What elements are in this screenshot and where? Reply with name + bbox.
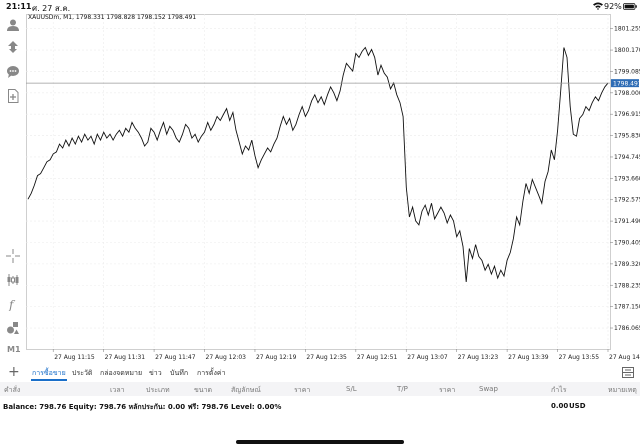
col-tp: T/P [397,385,408,393]
add-icon[interactable]: + [8,364,20,380]
active-tab-indicator [31,379,67,381]
tab-news[interactable]: ข่าว [149,369,162,377]
tab-trade[interactable]: การซื้อขาย [32,369,66,377]
timeframe-button[interactable]: M1 [7,345,21,354]
price-chart[interactable]: XAUUSDm, M1, 1798.331 1798.828 1798.152 … [26,14,640,366]
status-bar: 21:11 ศ. 27 ส.ค. 92% [0,0,640,14]
left-toolbar: f M1 [0,14,26,360]
y-tick-label: 1792.575 [614,197,640,204]
col-order: คำสั่ง [4,386,21,394]
y-tick-label: 1801.255 [614,26,640,33]
y-tick-label: 1787.150 [614,304,640,311]
crosshair-icon[interactable] [5,248,21,264]
balance-summary: Balance: 798.76 Equity: 798.76 หลักประกั… [3,403,282,411]
x-tick-label: 27 Aug 12:03 [206,354,247,361]
price-series-line [27,46,609,283]
home-indicator [236,440,404,444]
terminal-tabs: + การซื้อขาย ประวัติ กล่องจดหมาย ข่าว บั… [0,364,640,382]
y-tick-label: 1788.235 [614,282,640,289]
current-price-label: 1798.491 [613,80,640,87]
currency-label: USD [569,402,586,410]
col-time: เวลา [110,386,125,394]
x-tick-label: 27 Aug 11:15 [54,354,95,361]
quotes-arrows-icon[interactable] [5,39,21,55]
chat-icon[interactable] [5,64,21,80]
x-tick-label: 27 Aug 13:55 [559,354,600,361]
wifi-icon [593,2,603,12]
indicators-icon[interactable] [5,272,21,288]
y-tick-label: 1796.915 [614,111,640,118]
x-tick-label: 27 Aug 13:39 [508,354,549,361]
y-tick-label: 1791.490 [614,218,640,225]
x-tick-label: 27 Aug 12:35 [306,354,347,361]
split-view-icon[interactable] [622,367,634,380]
battery-percent: 92% [604,2,622,11]
chart-symbol-info: XAUUSDm, M1, 1798.331 1798.828 1798.152 … [28,14,197,21]
x-tick-label: 27 Aug 12:19 [256,354,297,361]
status-date: ศ. 27 ส.ค. [32,4,71,13]
shapes-icon[interactable] [5,320,21,336]
y-tick-label: 1798.000 [614,90,640,97]
tab-mailbox[interactable]: กล่องจดหมาย [100,369,143,377]
col-price-current: ราคา [439,386,456,394]
battery-icon [623,3,637,12]
y-tick-label: 1793.660 [614,175,640,182]
y-tick-label: 1799.085 [614,68,640,75]
svg-text:f: f [8,298,16,311]
balance-row[interactable]: Balance: 798.76 Equity: 798.76 หลักประกั… [0,398,640,414]
y-tick-label: 1789.320 [614,261,640,268]
x-tick-label: 27 Aug 12:51 [357,354,398,361]
x-tick-label: 27 Aug 11:47 [155,354,196,361]
y-tick-label: 1794.745 [614,154,640,161]
col-price: ราคา [294,386,311,394]
col-comment: หมายเหตุ [608,386,637,394]
x-tick-label: 27 Aug 13:23 [458,354,499,361]
col-sl: S/L [346,385,357,393]
user-icon[interactable] [5,17,21,33]
col-symbol: สัญลักษณ์ [231,386,261,394]
y-tick-label: 1786.065 [614,325,640,332]
col-profit: กำไร [551,386,567,394]
plot-frame [26,14,611,350]
tab-journal[interactable]: บันทึก [170,369,189,377]
total-profit: 0.00 [551,402,569,410]
col-volume: ขนาด [194,386,213,394]
col-type: ประเภท [146,386,170,394]
x-tick-label: 27 Aug 13:07 [407,354,448,361]
y-tick-label: 1800.170 [614,47,640,54]
x-tick-label: 27 Aug 11:31 [105,354,146,361]
function-icon[interactable]: f [5,296,21,312]
col-swap: Swap [479,385,498,393]
tab-settings[interactable]: การตั้งค่า [197,369,226,377]
tab-history[interactable]: ประวัติ [72,369,93,377]
y-tick-label: 1795.830 [614,133,640,140]
table-header: คำสั่ง เวลา ประเภท ขนาด สัญลักษณ์ ราคา S… [0,382,640,396]
x-tick-label: 27 Aug 14:11 [609,354,640,361]
chart-canvas[interactable]: 1801.255 1800.170 1799.085 1798.000 1796.915… [26,14,640,366]
y-tick-label: 1790.405 [614,239,640,246]
current-price-badge [611,79,639,88]
new-order-icon[interactable] [5,88,21,104]
status-time: 21:11 [6,2,32,11]
